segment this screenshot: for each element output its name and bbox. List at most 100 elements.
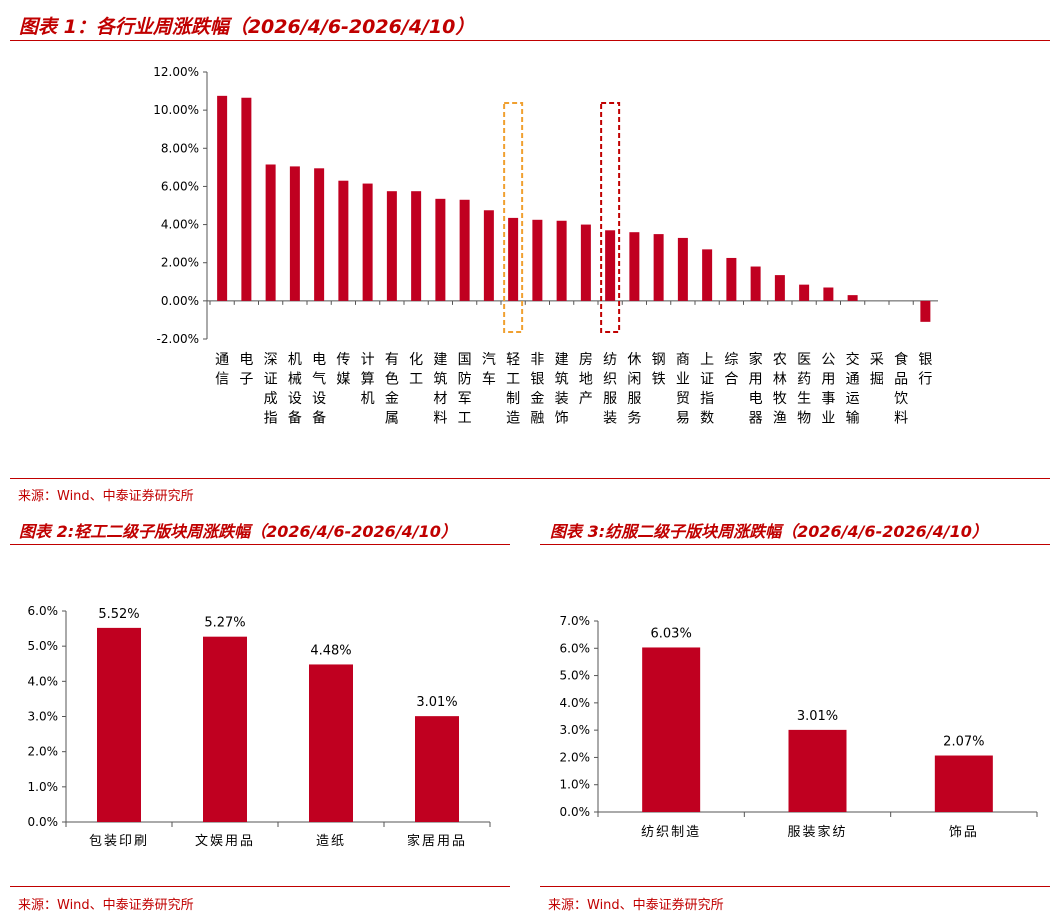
bar	[823, 287, 834, 301]
x-tick-label-char: 指	[264, 411, 278, 427]
y-tick-label: 1.0%	[560, 778, 591, 792]
y-tick-label: 2.0%	[560, 750, 591, 764]
bar	[774, 275, 785, 301]
x-tick-label-char: 设	[312, 391, 326, 407]
x-tick-label-char: 公	[821, 352, 835, 368]
fig1-source: 来源：Wind、中泰证券研究所	[18, 489, 194, 504]
bar	[338, 180, 349, 301]
x-tick-label-char: 农	[773, 352, 787, 368]
fig3-source: 来源：Wind、中泰证券研究所	[548, 898, 724, 913]
bar	[934, 755, 993, 812]
x-tick-label-char: 备	[312, 410, 326, 427]
fig1-source-rule	[10, 478, 1050, 479]
bar	[265, 164, 276, 301]
x-tick-label-char: 汽	[482, 352, 496, 368]
bar	[241, 97, 252, 301]
x-tick-label-char: 业	[676, 372, 690, 388]
x-tick-label-char: 金	[530, 391, 544, 407]
x-tick-label-char: 金	[385, 391, 399, 407]
x-tick-label-char: 化	[409, 352, 423, 368]
x-tick-label-char: 机	[288, 352, 302, 368]
x-tick-label-char: 筑	[555, 372, 569, 388]
x-tick-label-char: 筑	[433, 372, 447, 388]
x-tick-label-char: 运	[846, 391, 860, 407]
bar	[788, 729, 847, 812]
x-tick-label-char: 媒	[336, 372, 350, 388]
x-tick-label-char: 证	[700, 372, 714, 388]
x-tick-label-char: 采	[870, 352, 884, 368]
x-tick-label-char: 指	[700, 391, 714, 407]
bar	[799, 284, 810, 301]
bar	[653, 234, 664, 301]
bar	[411, 191, 422, 301]
fig2-title: 图表 2:轻工二级子版块周涨跌幅（2026/4/6-2026/4/10）	[19, 522, 457, 541]
x-tick-label-char: 建	[433, 352, 447, 368]
x-tick-label-char: 易	[676, 411, 690, 427]
bar	[483, 210, 494, 301]
x-tick-label-char: 属	[385, 411, 399, 427]
bar	[309, 664, 353, 822]
data-label: 6.03%	[651, 626, 692, 641]
x-tick-label-char: 工	[409, 372, 423, 388]
bar	[459, 199, 470, 301]
x-tick-label-char: 材	[433, 391, 447, 407]
x-tick-label-char: 成	[264, 391, 278, 407]
y-tick-label: 3.0%	[28, 710, 59, 724]
x-tick-label-char: 品	[894, 372, 908, 388]
x-tick-label-char: 料	[894, 411, 908, 427]
x-tick-label-char: 饰	[555, 411, 569, 427]
x-tick-label-char: 医	[797, 352, 811, 368]
x-tick-label-char: 证	[264, 372, 278, 388]
x-tick-label-char: 子	[239, 372, 253, 388]
x-tick-label-char: 有	[385, 352, 399, 368]
data-label: 5.52%	[98, 607, 139, 622]
x-tick-label-char: 造	[506, 411, 520, 427]
x-tick-label-char: 物	[797, 411, 811, 427]
x-tick-label-char: 房	[579, 352, 593, 368]
x-tick-label-char: 数	[700, 411, 714, 427]
y-tick-label: 0.0%	[28, 815, 59, 829]
bar	[97, 627, 141, 822]
x-tick-label-char: 银	[530, 372, 544, 388]
x-tick-label-char: 输	[846, 411, 860, 427]
x-tick-label-char: 传	[336, 352, 350, 368]
x-tick-label-char: 深	[264, 352, 278, 368]
bar	[362, 183, 373, 301]
x-tick-label-char: 装	[555, 391, 569, 407]
bar	[726, 257, 737, 301]
highlight-box	[600, 102, 621, 333]
x-tick-label-char: 闲	[627, 372, 641, 388]
y-tick-label: 5.0%	[560, 669, 591, 683]
data-label: 4.48%	[310, 643, 351, 658]
fig3-title-rule	[540, 544, 1050, 545]
fig2-source-rule	[10, 886, 510, 887]
data-label: 3.01%	[416, 695, 457, 710]
x-tick-label-char: 轻	[506, 352, 520, 368]
x-tick-label: 饰品	[949, 825, 979, 840]
x-tick-label-char: 械	[288, 372, 302, 388]
x-tick-label-char: 服	[627, 391, 641, 407]
x-tick-label-char: 融	[530, 411, 544, 427]
bar	[920, 300, 931, 322]
y-tick-label: 4.00%	[161, 218, 199, 232]
y-tick-label: 3.0%	[560, 723, 591, 737]
y-tick-label: 2.00%	[161, 256, 199, 270]
x-tick-label-char: 防	[458, 372, 472, 388]
fig3-source-rule	[540, 886, 1050, 887]
x-tick-label-char: 用	[749, 372, 763, 388]
x-tick-label-char: 装	[603, 411, 617, 427]
x-tick-label-char: 银	[918, 352, 932, 368]
x-tick-label-char: 交	[846, 351, 860, 368]
y-tick-label: 2.0%	[28, 745, 59, 759]
x-tick-label-char: 上	[700, 352, 714, 368]
x-tick-label-char: 电	[239, 352, 253, 368]
fig2-title-rule	[10, 544, 510, 545]
bar	[217, 95, 228, 301]
x-tick-label-char: 工	[506, 372, 520, 388]
x-tick-label-char: 贸	[676, 391, 690, 407]
y-tick-label: 6.0%	[560, 641, 591, 655]
x-tick-label-char: 行	[918, 372, 932, 388]
bar	[415, 716, 459, 822]
bar	[677, 237, 688, 301]
